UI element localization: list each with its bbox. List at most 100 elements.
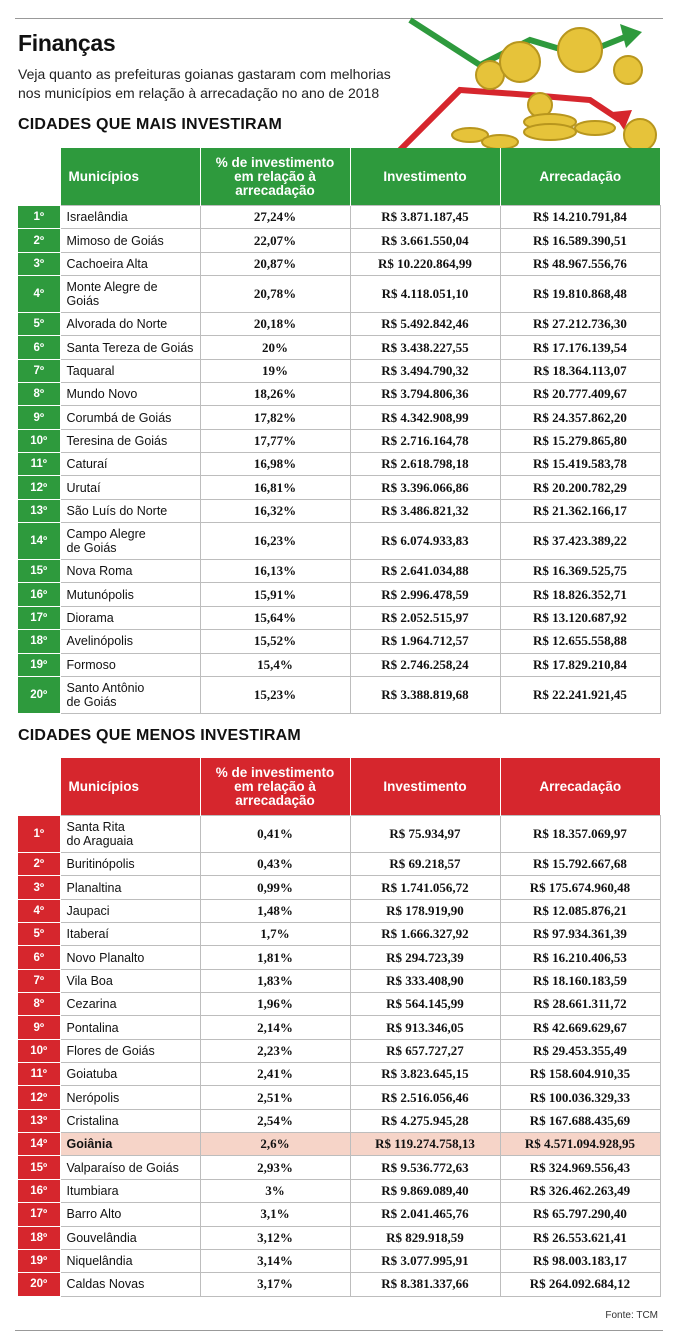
investment: R$ 1.964.712,57 — [349, 629, 501, 654]
municipality: Cachoeira Alta — [59, 251, 201, 277]
percentage: 1,48% — [199, 898, 351, 924]
table-row: 8º Cezarina 1,96% R$ 564.145,99 R$ 28.661.31… — [18, 992, 661, 1017]
revenue: R$ 28.661.311,72 — [499, 992, 661, 1017]
percentage: 3,12% — [199, 1225, 351, 1250]
investment: R$ 69.218,57 — [349, 851, 501, 877]
rank: 17º — [18, 1202, 61, 1227]
municipality: Mimoso de Goiás — [59, 228, 201, 253]
investment: R$ 2.716.164,78 — [349, 428, 501, 454]
municipality: Niquelândia — [59, 1248, 201, 1274]
table-row: 7º Taquaral 19% R$ 3.494.790,32 R$ 18.364.11… — [18, 358, 661, 384]
revenue: R$ 24.357.862,20 — [499, 405, 661, 430]
table-row: 1º Israelândia 27,24% R$ 3.871.187,45 R$ 14.… — [18, 204, 661, 230]
municipality: Corumbá de Goiás — [59, 405, 201, 430]
table-body: 1º Santa Rita do Araguaia 0,41% R$ 75.934,9… — [18, 815, 661, 1297]
municipality: Planaltina — [59, 875, 201, 900]
table-row: 1º Santa Rita do Araguaia 0,41% R$ 75.934,9… — [18, 815, 661, 853]
revenue: R$ 98.003.183,17 — [499, 1248, 661, 1274]
investment: R$ 2.516.056,46 — [349, 1085, 501, 1110]
table-row: 12º Nerópolis 2,51% R$ 2.516.056,46 R$ 100.0… — [18, 1085, 661, 1110]
percentage: 1,83% — [199, 968, 351, 994]
revenue: R$ 12.085.876,21 — [499, 898, 661, 924]
column-header: Municípios — [59, 758, 200, 816]
municipality: Vila Boa — [59, 968, 201, 994]
subtitle: nos municípios em relação à arrecadação … — [18, 85, 380, 101]
revenue: R$ 14.210.791,84 — [499, 204, 661, 230]
municipality: Nerópolis — [59, 1085, 201, 1110]
revenue: R$ 16.369.525,75 — [499, 559, 661, 584]
percentage: 0,43% — [199, 851, 351, 877]
municipality: Pontalina — [59, 1015, 201, 1040]
table-row: 13º São Luís do Norte 16,32% R$ 3.486.821,3… — [18, 498, 661, 524]
percentage: 15,4% — [199, 652, 351, 677]
revenue: R$ 100.036.329,33 — [499, 1085, 661, 1110]
municipality: Goiânia — [59, 1132, 201, 1157]
municipality: Valparaíso de Goiás — [59, 1155, 201, 1180]
rank: 13º — [18, 1108, 61, 1134]
table-head: Municípios% de investimento em relação à… — [18, 758, 660, 816]
percentage: 1,81% — [199, 945, 351, 970]
section-heading: CIDADES QUE MAIS INVESTIRAM — [18, 116, 283, 133]
percentage: 0,41% — [199, 815, 351, 853]
rank: 6º — [18, 335, 61, 360]
revenue: R$ 18.826.352,71 — [499, 582, 661, 607]
rank: 9º — [18, 405, 61, 430]
municipality: Mutunópolis — [59, 582, 201, 607]
revenue: R$ 324.969.556,43 — [499, 1155, 661, 1180]
table-row: 17º Barro Alto 3,1% R$ 2.041.465,76 R$ 65.79… — [18, 1202, 661, 1227]
rank: 16º — [18, 582, 61, 607]
rank: 4º — [18, 275, 61, 314]
municipality: Formoso — [59, 652, 201, 677]
revenue: R$ 264.092.684,12 — [499, 1272, 661, 1297]
rank: 11º — [18, 452, 61, 477]
table-row: 4º Monte Alegre de Goiás 20,78% R$ 4.118.05… — [18, 275, 661, 314]
table-row: 9º Corumbá de Goiás 17,82% R$ 4.342.908,99 R… — [18, 405, 661, 430]
rank: 4º — [18, 898, 61, 924]
table-row: 13º Cristalina 2,54% R$ 4.275.945,28 R$ 167.… — [18, 1108, 661, 1134]
municipality: Itumbiara — [59, 1178, 201, 1204]
rank: 18º — [18, 629, 61, 654]
investment: R$ 3.388.819,68 — [349, 675, 501, 714]
percentage: 15,52% — [199, 629, 351, 654]
investment: R$ 5.492.842,46 — [349, 312, 501, 337]
municipality: Campo Alegre de Goiás — [59, 522, 201, 561]
rank: 3º — [18, 875, 61, 900]
title: Finanças — [18, 30, 116, 56]
rank: 2º — [18, 851, 61, 877]
municipality: Urutaí — [59, 475, 201, 500]
municipality: Santo Antônio de Goiás — [59, 675, 201, 714]
percentage: 2,41% — [199, 1062, 351, 1087]
rank: 19º — [18, 1248, 61, 1274]
rank: 18º — [18, 1225, 61, 1250]
investment: R$ 2.641.034,88 — [349, 559, 501, 584]
percentage: 17,77% — [199, 428, 351, 454]
percentage: 2,93% — [199, 1155, 351, 1180]
municipality: Caldas Novas — [59, 1272, 201, 1297]
source: Fonte: TCM — [605, 1310, 658, 1321]
percentage: 18,26% — [199, 382, 351, 407]
municipality: Santa Rita do Araguaia — [59, 815, 201, 853]
revenue: R$ 16.210.406,53 — [499, 945, 661, 970]
column-header: Municípios — [59, 148, 200, 206]
top-rule — [15, 18, 663, 19]
revenue: R$ 167.688.435,69 — [499, 1108, 661, 1134]
percentage: 3,14% — [199, 1248, 351, 1274]
rank: 16º — [18, 1178, 61, 1204]
rank: 19º — [18, 652, 61, 677]
revenue: R$ 22.241.921,45 — [499, 675, 661, 714]
municipality: Barro Alto — [59, 1202, 201, 1227]
column-header: Investimento — [349, 148, 500, 206]
municipality: Alvorada do Norte — [59, 312, 201, 337]
table-row: 12º Urutaí 16,81% R$ 3.396.066,86 R$ 20.200.… — [18, 475, 661, 500]
rank: 1º — [18, 204, 61, 230]
investment: R$ 9.536.772,63 — [349, 1155, 501, 1180]
investment: R$ 4.275.945,28 — [349, 1108, 501, 1134]
rank: 11º — [18, 1062, 61, 1087]
revenue: R$ 175.674.960,48 — [499, 875, 661, 900]
percentage: 16,98% — [199, 452, 351, 477]
investment: R$ 564.145,99 — [349, 992, 501, 1017]
table-row: 4º Jaupaci 1,48% R$ 178.919,90 R$ 12.085.876… — [18, 898, 661, 924]
revenue: R$ 15.419.583,78 — [499, 452, 661, 477]
investment: R$ 294.723,39 — [349, 945, 501, 970]
investment: R$ 2.041.465,76 — [349, 1202, 501, 1227]
